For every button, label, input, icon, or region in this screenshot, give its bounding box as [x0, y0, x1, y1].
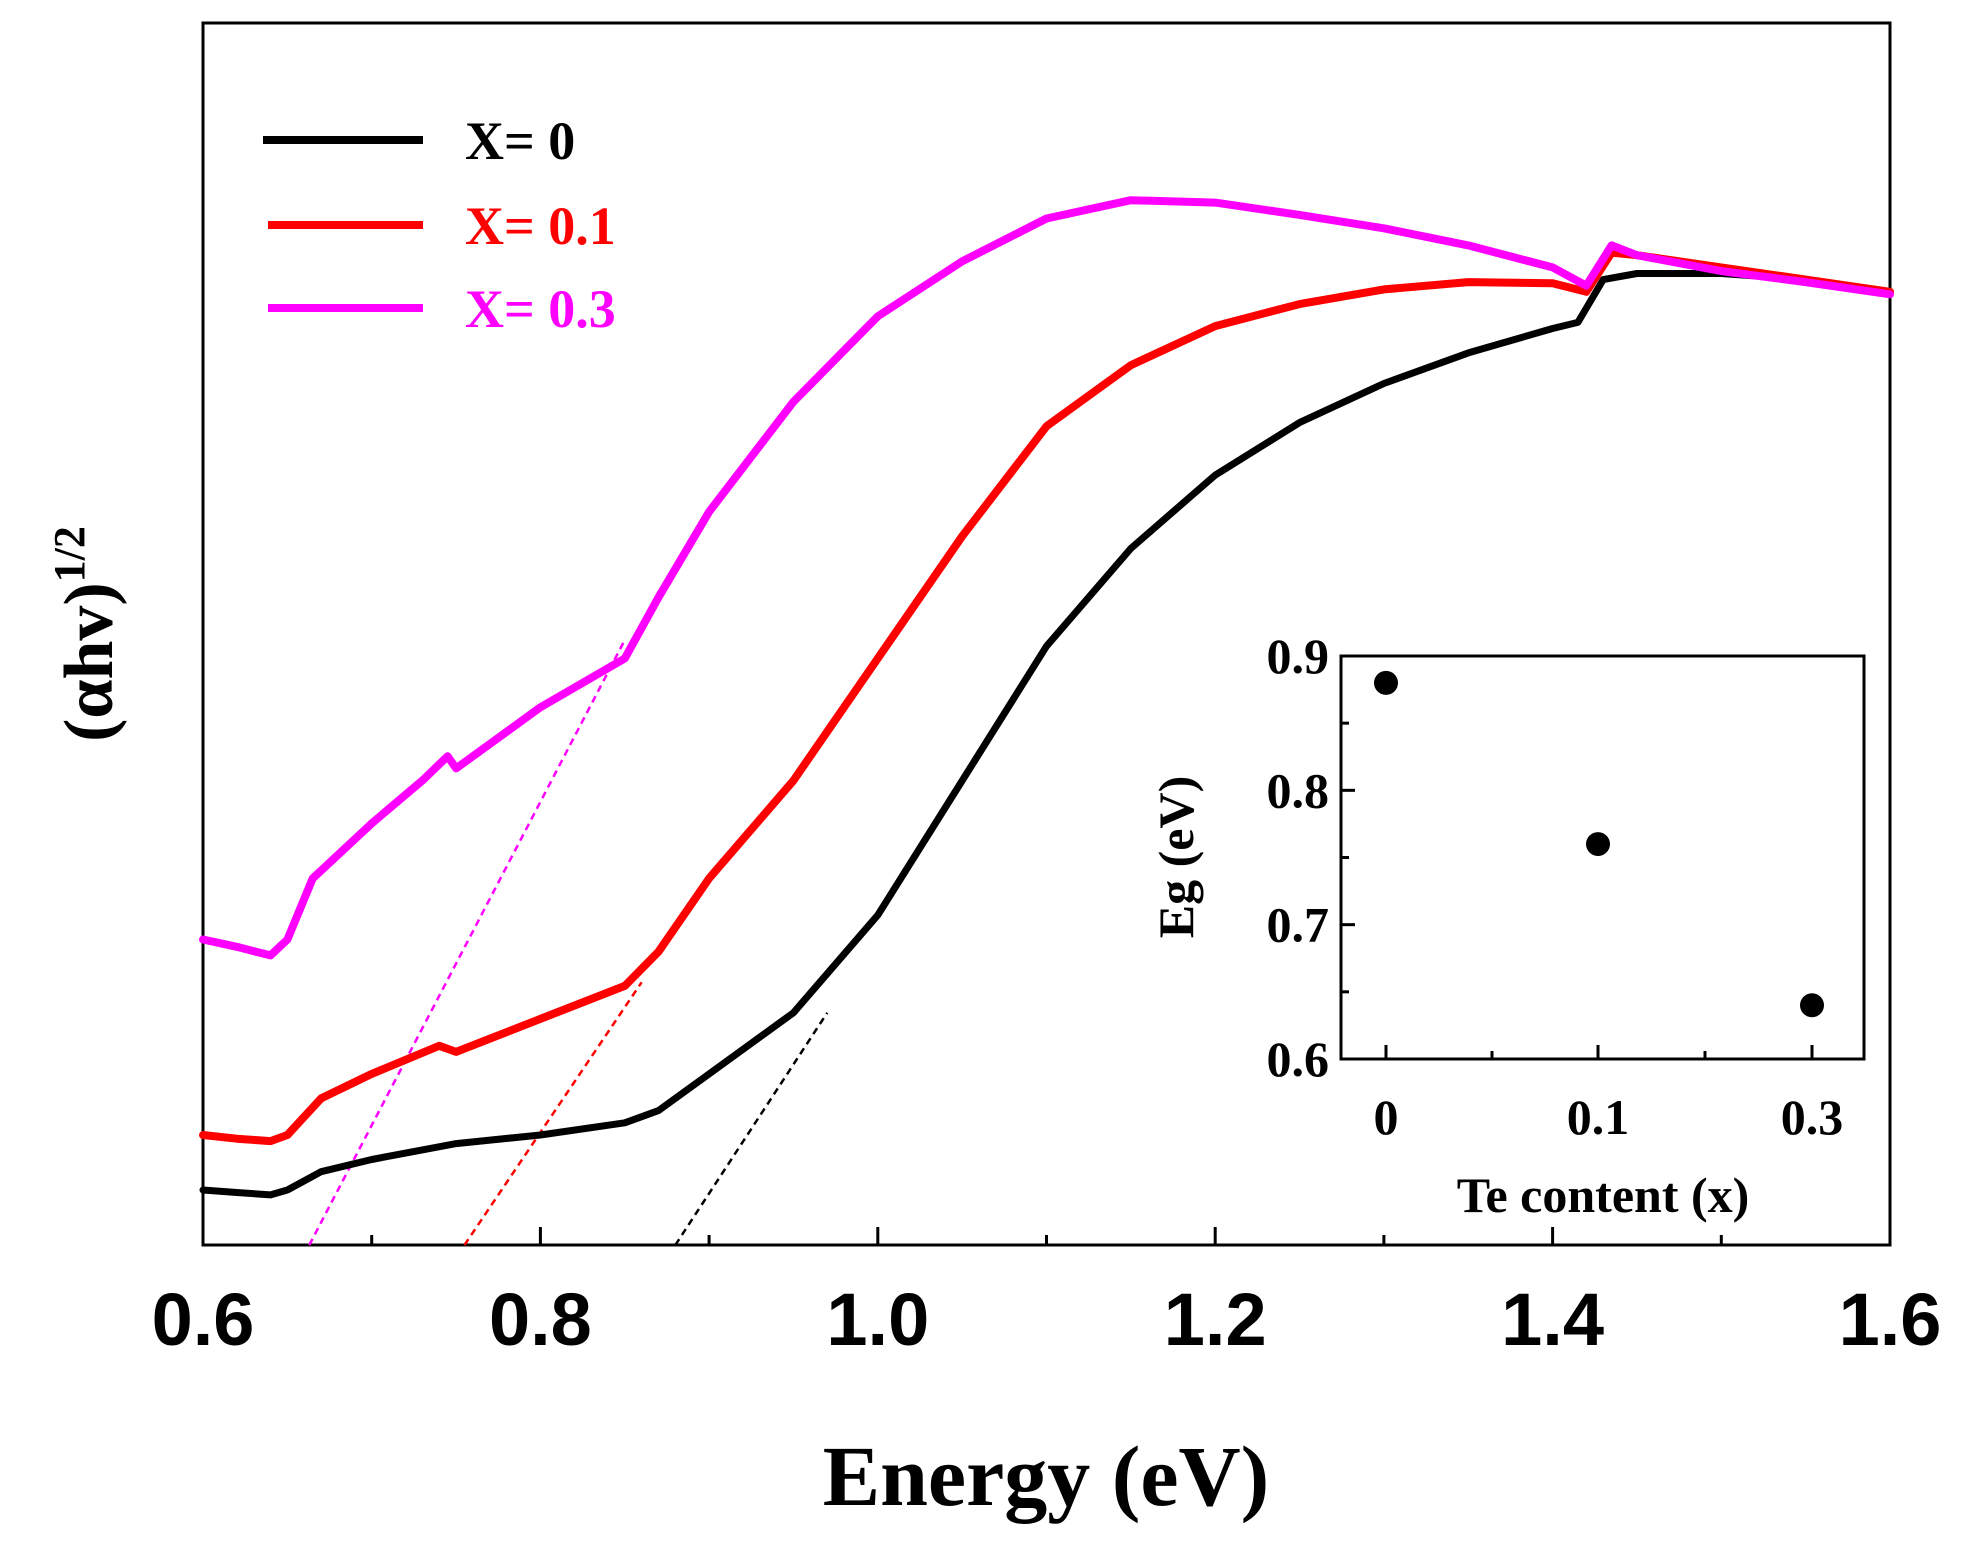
- legend-item-x0: X= 0: [263, 111, 575, 171]
- main-series-lines: [199, 196, 1894, 1199]
- inset-y-tick-label: 0.8: [1267, 762, 1330, 818]
- main-x-tick-label: 1.2: [1164, 1278, 1267, 1361]
- legend-label-x0: X= 0: [465, 111, 575, 171]
- inset-data-point: [1374, 670, 1398, 695]
- main-fit-lines: [308, 639, 829, 1246]
- main-x-tick-label: 1.4: [1501, 1278, 1604, 1361]
- inset-y-axis-title-group: Eg (eV): [1148, 776, 1204, 938]
- main-x-tick-label: 1.6: [1839, 1278, 1942, 1361]
- inset-x-ticks: 0 0.1 0.3: [1374, 1045, 1844, 1145]
- inset-plot-frame: [1339, 654, 1866, 1061]
- main-x-tick-label: 1.0: [826, 1278, 929, 1361]
- inset-chart: Te content (x) Eg (eV) 0.6 0.7 0.8 0.9 0 0.1…: [1148, 628, 1866, 1223]
- main-x-ticks: 0.6 0.8 1.0 1.2 1.4 1.6: [152, 1227, 1942, 1361]
- inset-x-axis-title: Te content (x): [1457, 1167, 1750, 1223]
- inset-x-tick-label: 0.1: [1567, 1089, 1630, 1145]
- main-x-axis-title: Energy (eV): [823, 1428, 1270, 1524]
- legend: X= 0 X= 0.1 X= 0.3: [263, 111, 616, 339]
- main-y-axis-title-sup: 1/2: [45, 526, 94, 582]
- series-line: [199, 196, 1894, 960]
- inset-y-tick-label: 0.9: [1267, 628, 1330, 684]
- main-y-axis-title-group: (αhv)1/2: [45, 526, 128, 742]
- inset-x-tick-label: 0: [1374, 1089, 1399, 1145]
- fit-line: [308, 639, 626, 1246]
- inset-y-tick-label: 0.6: [1267, 1031, 1330, 1087]
- inset-points: [1374, 670, 1824, 1018]
- legend-label-x03: X= 0.3: [465, 279, 616, 339]
- inset-data-point: [1800, 993, 1824, 1018]
- fit-line: [463, 981, 643, 1246]
- inset-y-tick-label: 0.7: [1267, 897, 1330, 953]
- legend-item-x01: X= 0.1: [268, 196, 616, 256]
- main-plot-frame: [201, 21, 1892, 1247]
- legend-item-x03: X= 0.3: [268, 279, 616, 339]
- main-x-tick-label: 0.6: [152, 1278, 255, 1361]
- main-x-tick-label: 0.8: [489, 1278, 592, 1361]
- main-y-axis-title: (αhv)1/2: [45, 526, 128, 742]
- inset-y-ticks: 0.6 0.7 0.8 0.9: [1267, 628, 1355, 1087]
- series-line: [199, 270, 1894, 1199]
- fit-line: [674, 1012, 829, 1246]
- main-y-axis-title-base: (αhv): [51, 582, 128, 742]
- legend-label-x01: X= 0.1: [465, 196, 616, 256]
- inset-data-point: [1586, 832, 1610, 857]
- inset-y-axis-title: Eg (eV): [1148, 776, 1204, 938]
- inset-x-tick-label: 0.3: [1781, 1089, 1844, 1145]
